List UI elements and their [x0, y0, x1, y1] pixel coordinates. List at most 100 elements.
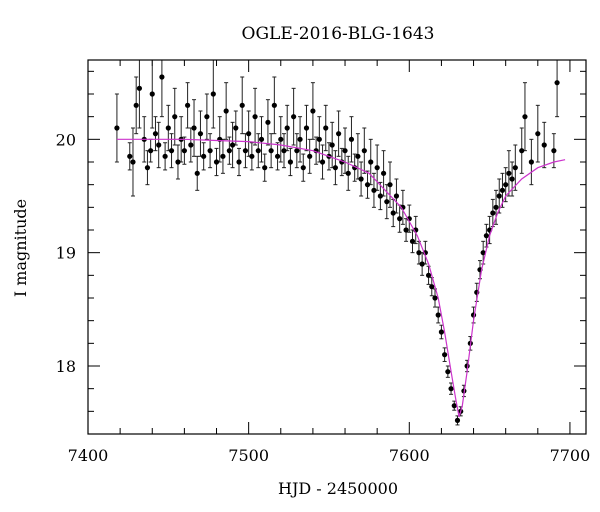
data-point [323, 125, 329, 131]
data-point [281, 148, 287, 154]
data-point [483, 233, 489, 239]
data-point [162, 153, 168, 159]
data-point [490, 210, 496, 216]
data-point [336, 131, 342, 137]
data-point [438, 329, 445, 335]
data-point [310, 108, 316, 114]
data-point [149, 91, 155, 97]
plot-frame [87, 59, 587, 435]
data-point [387, 182, 393, 188]
data-point [425, 272, 432, 278]
data-point [168, 148, 175, 154]
data-point [541, 142, 547, 148]
data-point [368, 159, 374, 165]
data-point [419, 261, 425, 267]
data-point [188, 142, 194, 148]
data-point [409, 238, 416, 244]
data-point [136, 85, 143, 91]
data-point [114, 125, 120, 131]
data-point [303, 125, 310, 131]
data-point [496, 193, 502, 199]
data-point [268, 148, 274, 154]
data-point [159, 74, 165, 80]
data-point [358, 176, 364, 182]
data-point [451, 403, 457, 409]
x-tick-labels: 7400 7500 7600 7700 [68, 446, 591, 465]
x-tick-label: 7700 [550, 446, 591, 465]
data-point [319, 159, 326, 165]
data-point [554, 80, 560, 86]
data-point [175, 159, 181, 165]
data-point [210, 91, 216, 97]
data-point [348, 136, 355, 142]
data-point [316, 136, 322, 142]
data-point [403, 227, 409, 233]
data-point [329, 142, 335, 148]
data-point [204, 114, 210, 120]
data-point [213, 159, 220, 165]
data-point [236, 159, 242, 165]
data-point [384, 199, 390, 205]
y-axis-label: I magnitude [11, 199, 30, 297]
data-point [432, 295, 438, 301]
y-tick-label: 20 [56, 130, 76, 149]
data-point [165, 125, 171, 131]
data-point [156, 142, 162, 148]
axis-ticks [87, 60, 586, 435]
chart-title: OGLE-2016-BLG-1643 [242, 24, 435, 44]
data-point [262, 165, 268, 171]
data-point [535, 131, 541, 137]
data-point [380, 170, 387, 176]
data-point [519, 148, 525, 154]
data-point [242, 148, 249, 154]
data-point [442, 352, 448, 358]
data-point [506, 170, 512, 176]
data-point [297, 136, 303, 142]
data-point [185, 102, 191, 108]
data-point [416, 250, 422, 256]
data-point [133, 102, 139, 108]
data-point [191, 125, 197, 131]
data-point [374, 165, 380, 171]
data-point [249, 153, 255, 159]
y-tick-label: 19 [56, 244, 76, 263]
data-point [435, 312, 441, 318]
data-point [493, 204, 499, 210]
data-point [223, 108, 229, 114]
data-point [258, 136, 265, 142]
data-point [239, 102, 245, 108]
data-point [148, 148, 154, 154]
x-axis-label: HJD - 2450000 [278, 479, 398, 498]
error-bars [114, 59, 560, 426]
data-point [307, 153, 313, 159]
data-point [287, 159, 294, 165]
data-point [445, 369, 451, 375]
data-point [294, 148, 300, 154]
data-point [503, 182, 509, 188]
model-curve [116, 138, 566, 418]
data-point [252, 114, 258, 120]
data-point [127, 153, 133, 159]
data-point [172, 114, 178, 120]
data-point [345, 170, 351, 176]
data-point [390, 210, 396, 216]
data-point [220, 153, 226, 159]
data-point [499, 187, 506, 193]
data-point [130, 159, 136, 165]
data-point [512, 165, 518, 171]
data-point [197, 131, 204, 137]
data-point [509, 176, 515, 182]
data-point [265, 119, 271, 125]
data-point [144, 165, 151, 171]
data-point [332, 165, 338, 171]
data-point [181, 148, 187, 154]
data-point [284, 125, 290, 131]
data-point [201, 153, 207, 159]
x-tick-label: 7400 [68, 446, 109, 465]
data-point [371, 187, 377, 193]
data-point [342, 148, 348, 154]
x-tick-label: 7600 [389, 446, 430, 465]
data-point [271, 102, 277, 108]
data-point [233, 125, 239, 131]
